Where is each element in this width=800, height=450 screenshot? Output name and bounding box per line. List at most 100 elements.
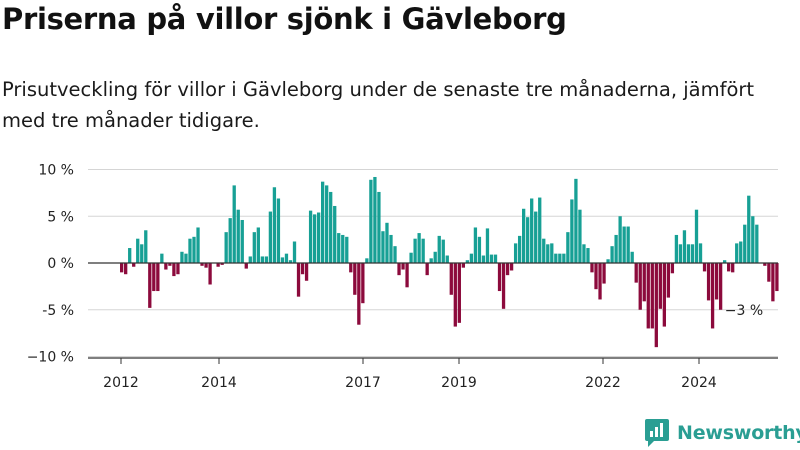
bar <box>457 263 461 323</box>
bar <box>586 248 590 263</box>
bar <box>710 263 715 329</box>
bar <box>590 263 594 273</box>
bar <box>316 212 321 263</box>
bar <box>526 217 530 264</box>
x-tick-label: 2014 <box>201 375 237 391</box>
bar <box>345 236 349 263</box>
bar <box>610 246 614 263</box>
bar <box>606 259 610 263</box>
bar <box>333 205 337 263</box>
bar <box>276 198 281 264</box>
bar <box>646 263 650 329</box>
bar <box>200 263 204 266</box>
bar <box>373 176 377 263</box>
bar <box>220 263 224 265</box>
bar <box>196 227 200 263</box>
bar <box>377 191 381 263</box>
last-value-annotation: −3 % <box>725 303 763 319</box>
bar <box>148 263 152 308</box>
bar <box>280 257 285 263</box>
bar <box>353 263 357 295</box>
x-axis <box>88 262 778 359</box>
x-tick-label: 2012 <box>103 375 139 391</box>
bar <box>168 263 172 266</box>
bar <box>304 263 309 281</box>
bar <box>622 226 626 263</box>
bar <box>501 263 506 309</box>
bar <box>252 232 256 263</box>
bar <box>228 218 232 263</box>
bar <box>188 238 192 263</box>
bar <box>401 263 405 270</box>
bar <box>682 230 687 264</box>
logo-text: Newsworthy <box>677 422 800 444</box>
bar <box>284 253 289 263</box>
bar <box>385 222 389 263</box>
bar <box>670 263 675 274</box>
chart-subtitle: Prisutveckling för villor i Gävleborg un… <box>2 78 755 132</box>
bar <box>341 234 345 263</box>
bar <box>686 244 691 263</box>
bar <box>509 263 514 271</box>
bar <box>558 253 562 263</box>
bar <box>763 263 767 266</box>
bar <box>120 263 124 273</box>
annotations: −3 % <box>725 303 763 319</box>
bar <box>574 178 578 263</box>
y-axis-tick-labels: 10 % 5 % 0 % -5 % −10 % <box>27 163 74 366</box>
bar <box>517 235 522 263</box>
bar <box>674 234 679 263</box>
bar <box>268 211 273 263</box>
bar <box>473 227 478 263</box>
y-tick-label: 0 % <box>47 256 74 272</box>
bar <box>160 253 164 263</box>
newsworthy-logo: Newsworthy <box>644 417 800 449</box>
bar <box>349 263 353 273</box>
bar <box>172 263 176 277</box>
bars <box>120 176 779 348</box>
bar <box>461 263 465 268</box>
bar <box>244 263 248 269</box>
bar <box>176 263 180 275</box>
bar <box>678 244 683 263</box>
bar <box>397 263 401 276</box>
x-axis-tick-labels: 2012 2014 2017 2019 2022 2024 <box>103 358 717 391</box>
bar <box>718 263 723 310</box>
bar <box>337 233 341 263</box>
bar <box>481 255 486 263</box>
bar <box>650 263 654 329</box>
bar <box>630 251 634 263</box>
bar <box>727 263 731 272</box>
x-tick-label: 2022 <box>585 375 621 391</box>
bar <box>666 263 671 298</box>
bar <box>445 255 449 263</box>
bar <box>493 254 498 263</box>
bar <box>381 231 385 263</box>
bar <box>465 260 470 263</box>
bar <box>140 244 144 263</box>
y-tick-label: 5 % <box>47 209 74 225</box>
bar <box>554 253 558 263</box>
bar <box>698 243 703 264</box>
bar <box>365 258 369 263</box>
bar <box>662 263 666 327</box>
bar <box>132 263 136 267</box>
bar <box>449 263 453 295</box>
bar <box>208 263 212 285</box>
bar <box>534 211 538 263</box>
bar <box>497 263 502 292</box>
bar <box>417 233 421 263</box>
bar <box>369 179 373 263</box>
bar <box>216 263 220 267</box>
bar <box>433 251 437 263</box>
bar <box>489 254 494 263</box>
bar <box>694 209 699 263</box>
bar <box>522 208 526 263</box>
bar <box>658 263 662 309</box>
y-tick-label: 10 % <box>38 163 74 179</box>
bar <box>144 230 148 264</box>
bar <box>546 244 550 263</box>
bar <box>124 263 128 275</box>
bar <box>598 263 602 300</box>
